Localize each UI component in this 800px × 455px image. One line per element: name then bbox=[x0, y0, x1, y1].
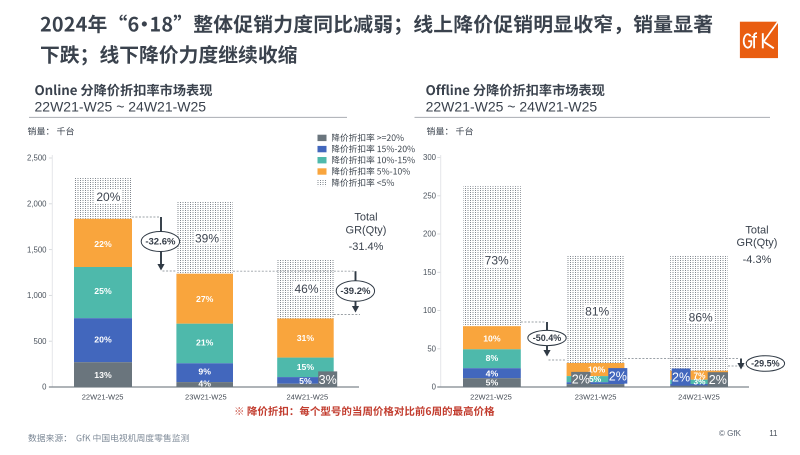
svg-text:9%: 9% bbox=[198, 367, 211, 377]
svg-text:2%: 2% bbox=[572, 372, 590, 386]
svg-text:25%: 25% bbox=[94, 286, 112, 296]
svg-text:15%: 15% bbox=[297, 362, 315, 372]
svg-text:0: 0 bbox=[432, 383, 437, 392]
svg-text:© GfK: © GfK bbox=[719, 429, 742, 438]
svg-text:10%: 10% bbox=[588, 365, 606, 375]
svg-text:10%: 10% bbox=[483, 333, 501, 343]
svg-text:200: 200 bbox=[423, 230, 437, 239]
svg-text:-31.4%: -31.4% bbox=[349, 241, 384, 253]
svg-text:500: 500 bbox=[33, 337, 47, 346]
svg-text:0: 0 bbox=[42, 383, 47, 392]
svg-text:20%: 20% bbox=[96, 190, 120, 204]
svg-text:-4.3%: -4.3% bbox=[743, 254, 772, 266]
svg-text:1,500: 1,500 bbox=[27, 245, 47, 254]
svg-text:22%: 22% bbox=[94, 239, 112, 249]
svg-text:39%: 39% bbox=[195, 231, 219, 245]
svg-text:-39.2%: -39.2% bbox=[340, 286, 371, 297]
svg-text:2,000: 2,000 bbox=[27, 200, 47, 209]
svg-text:-29.5%: -29.5% bbox=[751, 359, 780, 369]
svg-text:1,000: 1,000 bbox=[27, 291, 47, 300]
svg-text:27%: 27% bbox=[196, 294, 214, 304]
svg-text:GR(Qty): GR(Qty) bbox=[346, 225, 387, 237]
svg-text:Total: Total bbox=[354, 212, 377, 224]
svg-text:2,500: 2,500 bbox=[27, 154, 47, 163]
svg-text:4%: 4% bbox=[198, 379, 211, 389]
svg-text:-50.4%: -50.4% bbox=[533, 333, 562, 343]
svg-text:150: 150 bbox=[423, 268, 437, 277]
svg-text:22W21-W25: 22W21-W25 bbox=[470, 393, 512, 402]
svg-text:13%: 13% bbox=[94, 370, 112, 380]
svg-text:2%: 2% bbox=[672, 370, 690, 384]
svg-text:4%: 4% bbox=[486, 368, 499, 378]
svg-text:22W21-W25 ~ 24W21-W25: 22W21-W25 ~ 24W21-W25 bbox=[35, 99, 207, 115]
svg-text:11: 11 bbox=[769, 429, 778, 438]
svg-text:81%: 81% bbox=[585, 304, 609, 318]
svg-text:2%: 2% bbox=[709, 373, 727, 387]
svg-text:86%: 86% bbox=[689, 310, 713, 324]
svg-text:100: 100 bbox=[423, 306, 437, 315]
svg-text:300: 300 bbox=[423, 153, 437, 162]
svg-text:7%: 7% bbox=[694, 371, 707, 381]
svg-text:22W21-W25: 22W21-W25 bbox=[82, 393, 124, 402]
svg-text:22W21-W25 ~ 24W21-W25: 22W21-W25 ~ 24W21-W25 bbox=[426, 99, 598, 115]
svg-text:2%: 2% bbox=[609, 369, 627, 383]
svg-text:24W21-W25: 24W21-W25 bbox=[678, 393, 720, 402]
svg-text:23W21-W25: 23W21-W25 bbox=[575, 393, 617, 402]
svg-text:20%: 20% bbox=[94, 335, 112, 345]
svg-text:21%: 21% bbox=[196, 338, 214, 348]
svg-text:250: 250 bbox=[423, 192, 437, 201]
svg-text:50: 50 bbox=[427, 345, 436, 354]
svg-text:Total: Total bbox=[745, 225, 768, 237]
svg-text:5%: 5% bbox=[299, 376, 312, 386]
svg-text:-32.6%: -32.6% bbox=[145, 237, 176, 248]
svg-text:5%: 5% bbox=[589, 374, 602, 384]
svg-text:23W21-W25: 23W21-W25 bbox=[185, 393, 227, 402]
svg-text:3%: 3% bbox=[694, 376, 707, 386]
svg-text:31%: 31% bbox=[297, 333, 315, 343]
svg-text:5%: 5% bbox=[486, 377, 499, 387]
svg-text:46%: 46% bbox=[294, 282, 318, 296]
svg-text:3%: 3% bbox=[319, 373, 337, 387]
svg-text:24W21-W25: 24W21-W25 bbox=[286, 393, 328, 402]
svg-text:8%: 8% bbox=[486, 353, 499, 363]
svg-text:73%: 73% bbox=[485, 254, 509, 268]
svg-text:GR(Qty): GR(Qty) bbox=[737, 237, 778, 249]
